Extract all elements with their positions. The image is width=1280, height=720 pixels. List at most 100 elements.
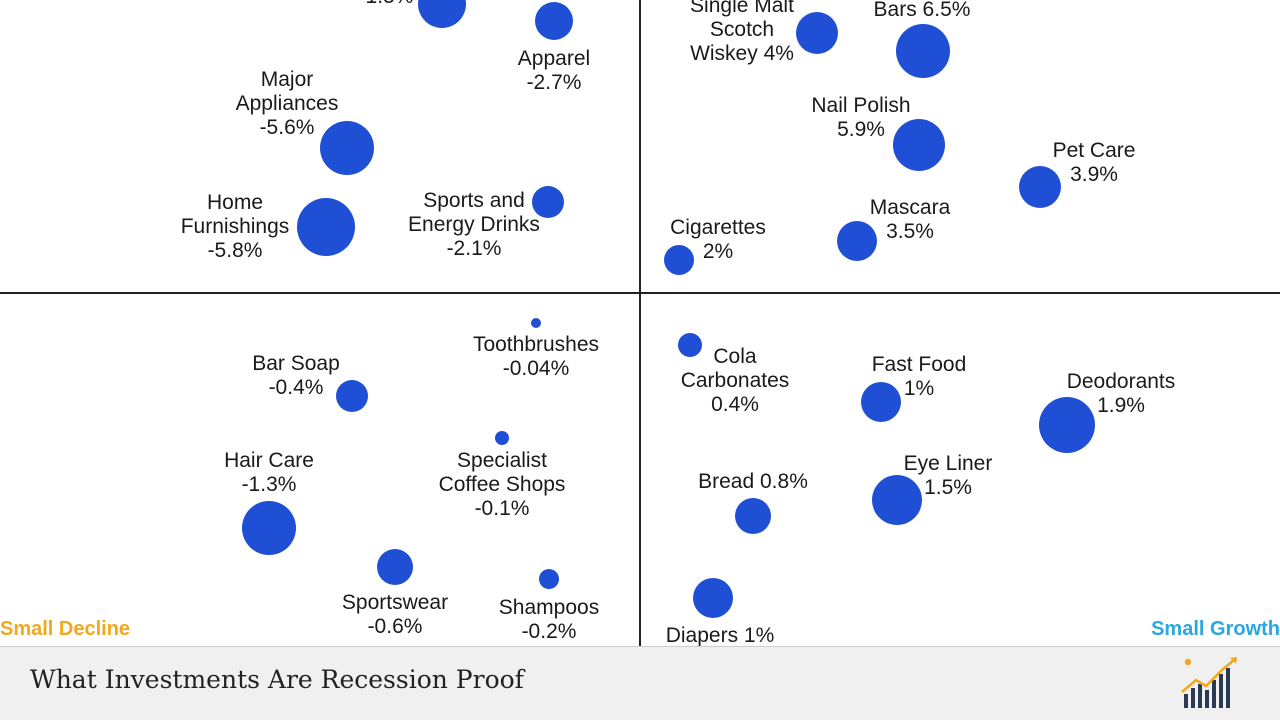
bubble-label-line: -0.4% (269, 376, 324, 399)
bubble (532, 186, 564, 218)
bubble (893, 119, 945, 171)
quadrant-label-small-growth: Small Growth (1151, 618, 1280, 640)
bubble-label-line: 2% (703, 240, 733, 263)
bubble (896, 24, 950, 78)
bubble-label-line: Cigarettes (670, 216, 766, 239)
bubble-label-line: Nail Polish (811, 94, 910, 117)
bubble-label: Home Furnishings -5.8% (181, 191, 290, 262)
bubble-label-line: Bar Soap (252, 352, 340, 375)
bubble-label: Mascara 3.5% (870, 196, 951, 243)
bubble (535, 2, 573, 40)
bubble-label-line: Eye Liner (904, 452, 993, 475)
bubble-label: Specialist Coffee Shops -0.1% (439, 449, 566, 520)
bubble-label-line: Bars 6.5% (874, 0, 971, 21)
bubble-label: Sportswear -0.6% (342, 591, 448, 638)
bubble-label-line: Shampoos (499, 596, 599, 619)
bubble-label: Bars 6.5% (874, 0, 971, 21)
bubble-label: Cigarettes 2% (670, 216, 766, 263)
footer-bar: What Investments Are Recession Proof (0, 646, 1280, 720)
bubble (664, 245, 694, 275)
bubble-label-line: Scotch (710, 18, 774, 41)
bubble-label-line: -0.04% (503, 357, 570, 380)
bubble-label-line: Single Malt (690, 0, 794, 17)
bubble-label-line: 1.5% (924, 476, 972, 499)
bubble-label: Major Appliances -5.6% (236, 68, 339, 139)
bubble-label-line: Sportswear (342, 591, 448, 614)
bubble (735, 498, 771, 534)
bubble-label: Fast Food 1% (872, 353, 967, 400)
bubble-label-line: 3.9% (1070, 163, 1118, 186)
bubble-label-line: Major (261, 68, 314, 91)
quadrant-label-small-decline: Small Decline (0, 618, 130, 640)
bubble-label: Toothbrushes -0.04% (473, 333, 599, 380)
bubble (320, 121, 374, 175)
bubble-label: Bar Soap -0.4% (252, 352, 340, 399)
bubble-label-line: -1.3% (242, 473, 297, 496)
bubble-label-line: 0.4% (711, 393, 759, 416)
bubble-label-line: Wiskey 4% (690, 42, 794, 65)
bubble (796, 12, 838, 54)
bubble-label-line: -5.6% (260, 116, 315, 139)
bubble-label-line: Fast Food (872, 353, 967, 376)
bubble (861, 382, 901, 422)
bubble (693, 578, 733, 618)
bubble (1019, 166, 1061, 208)
bubble-label: Single Malt Scotch Wiskey 4% (690, 0, 794, 65)
bubble-label: Apparel -2.7% (518, 47, 590, 94)
bubble-label-line: 3.5% (886, 220, 934, 243)
bubble-label: Hair Care -1.3% (224, 449, 314, 496)
bubble (837, 221, 877, 261)
bubble-label: Pet Care 3.9% (1053, 139, 1136, 186)
bubble-label-line: -0.1% (475, 497, 530, 520)
bubble (678, 333, 702, 357)
bubble-label-line: -1.5% (359, 0, 414, 8)
bubble-label: Bread 0.8% (698, 470, 808, 493)
bubble (297, 198, 355, 256)
bubble-label-line: -5.8% (208, 239, 263, 262)
bubble-label-line: Carbonates (681, 369, 790, 392)
bubble-label-line: Pet Care (1053, 139, 1136, 162)
bubble-label-line: -0.2% (522, 620, 577, 643)
bubble (418, 0, 466, 28)
rising-chart-icon (1181, 657, 1237, 708)
bubble-label-line: -2.1% (447, 237, 502, 260)
bubble-label-line: Sports and (423, 189, 525, 212)
bubble-label-line: Bread 0.8% (698, 470, 808, 493)
bubble (531, 318, 541, 328)
bubble (495, 431, 509, 445)
bubble-label: Eye Liner 1.5% (904, 452, 993, 499)
bubble (1039, 397, 1095, 453)
bubble-label-line: Apparel (518, 47, 590, 70)
bubble-label: -1.5% (359, 0, 414, 8)
bubble (539, 569, 559, 589)
bubble-label-line: Specialist (457, 449, 547, 472)
bubble (377, 549, 413, 585)
bubble-label-line: Toothbrushes (473, 333, 599, 356)
bubble-label: Shampoos -0.2% (499, 596, 599, 643)
bubble-label-line: Diapers 1% (666, 624, 775, 646)
bubble-label-line: Hair Care (224, 449, 314, 472)
bubble-label-line: Furnishings (181, 215, 290, 238)
bubble-label-line: 1% (904, 377, 934, 400)
bubble-label-line: -0.6% (368, 615, 423, 638)
bubble-label-line: Cola (713, 345, 757, 368)
bubble-label-line: Appliances (236, 92, 339, 115)
bubble-label: Diapers 1% (666, 624, 775, 646)
bubble-label-line: 1.9% (1097, 394, 1145, 417)
bubble-label-line: -2.7% (527, 71, 582, 94)
bubble-label: Nail Polish 5.9% (811, 94, 910, 141)
bubble-label-line: Mascara (870, 196, 951, 219)
bubble-label: Cola Carbonates 0.4% (681, 345, 790, 416)
footer-title: What Investments Are Recession Proof (30, 665, 524, 694)
bubble (336, 380, 368, 412)
bubble-label: Sports and Energy Drinks -2.1% (408, 189, 540, 260)
bubble (872, 475, 922, 525)
bubble-label-line: Energy Drinks (408, 213, 540, 236)
bubble-label-line: Deodorants (1067, 370, 1176, 393)
bubble-label-line: Home (207, 191, 263, 214)
bubble-label-line: 5.9% (837, 118, 885, 141)
bubble-label: Deodorants 1.9% (1067, 370, 1176, 417)
bubble (242, 501, 296, 555)
